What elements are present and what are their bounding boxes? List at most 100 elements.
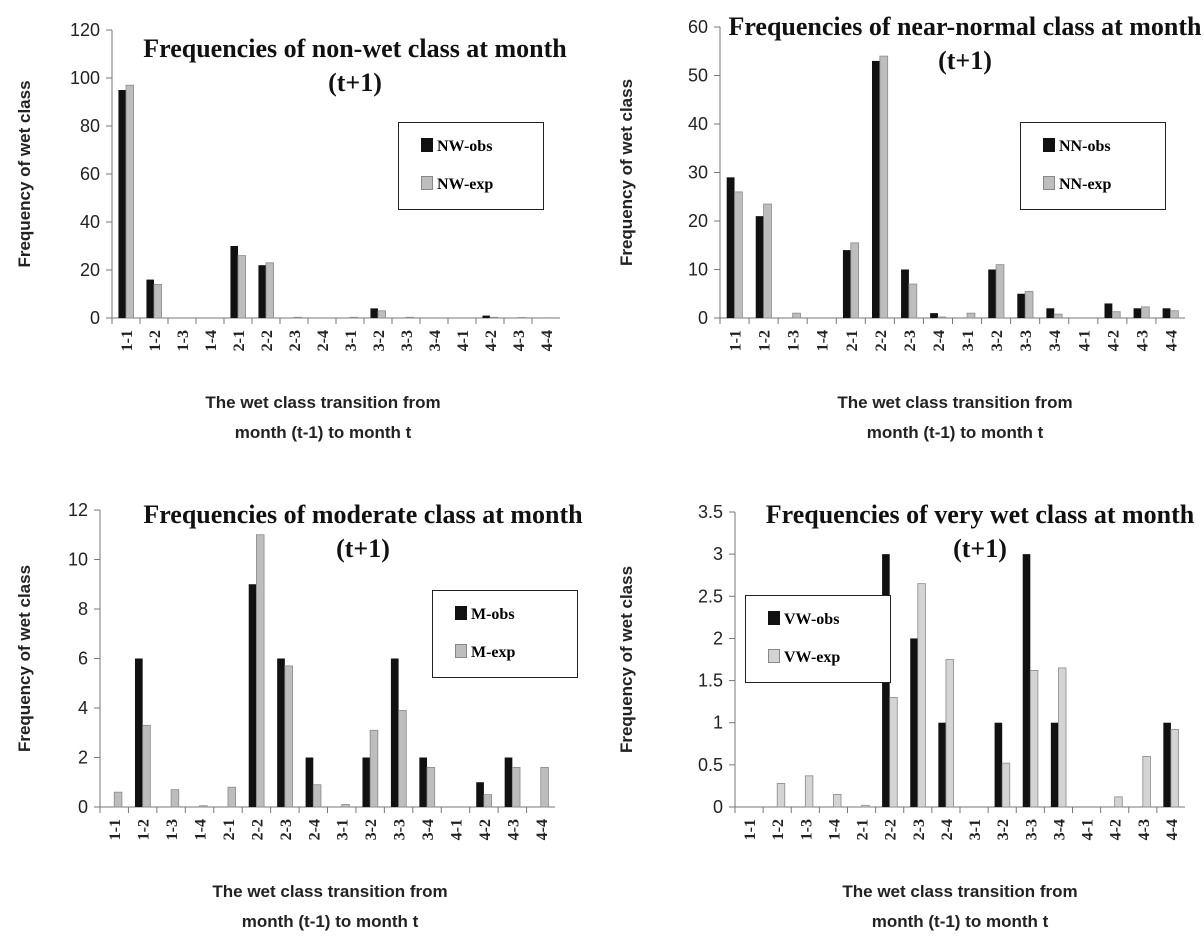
legend: VW-obs VW-exp <box>745 595 891 683</box>
legend-label: VW-exp <box>784 649 840 666</box>
bar <box>996 265 1004 318</box>
legend-label: VW-obs <box>784 611 839 628</box>
legend-label: M-exp <box>471 644 515 661</box>
legend-entry: NN-exp <box>1043 175 1111 195</box>
bar <box>1046 308 1054 318</box>
bar <box>1163 308 1171 318</box>
bar <box>118 90 126 318</box>
y-tick-label: 10 <box>688 260 708 280</box>
bar <box>505 758 513 808</box>
bar <box>370 308 378 318</box>
bar <box>909 284 917 318</box>
bar <box>995 723 1003 807</box>
x-tick-label: 2-1 <box>221 819 238 840</box>
y-tick-label: 60 <box>688 17 708 37</box>
bar <box>1030 670 1038 807</box>
x-tick-label: 3-4 <box>1047 330 1064 351</box>
bar <box>890 697 898 807</box>
bar <box>938 723 946 807</box>
legend-swatch <box>768 649 780 663</box>
bar <box>1002 763 1010 807</box>
x-tick-label: 2-4 <box>939 819 956 840</box>
bar <box>228 787 236 807</box>
legend-entry: NN-obs <box>1043 137 1111 157</box>
bar <box>988 270 996 319</box>
bar <box>306 758 314 808</box>
y-tick-label: 0 <box>698 308 708 328</box>
y-axis-label: Frequency of wet class <box>15 80 34 267</box>
x-tick-label: 4-2 <box>477 819 494 840</box>
x-tick-label: 4-1 <box>455 330 472 351</box>
x-tick-label: 1-4 <box>826 819 843 840</box>
bar <box>256 535 264 807</box>
x-tick-label: 4-2 <box>1105 330 1122 351</box>
bar <box>967 313 975 318</box>
bar <box>918 584 926 807</box>
x-tick-label: 1-4 <box>193 819 210 840</box>
legend-swatch <box>1043 176 1055 190</box>
x-tick-label: 2-4 <box>306 819 323 840</box>
bar <box>146 280 154 318</box>
x-axis-label: The wet class transition from month (t-1… <box>815 388 1095 448</box>
x-tick-label: 2-3 <box>278 819 295 840</box>
legend: NN-obs NN-exp <box>1020 122 1166 210</box>
x-tick-label: 3-1 <box>960 330 977 351</box>
bar <box>930 313 938 318</box>
bar <box>143 725 151 807</box>
bar <box>1143 756 1151 807</box>
x-tick-label: 1-2 <box>770 819 787 840</box>
bar <box>851 243 859 318</box>
bar <box>476 782 484 807</box>
y-tick-label: 50 <box>688 66 708 86</box>
x-tick-label: 3-4 <box>1051 819 1068 840</box>
bar <box>350 317 358 318</box>
legend-label: M-obs <box>471 606 515 623</box>
legend-swatch <box>455 606 467 620</box>
bar <box>1170 311 1178 318</box>
x-tick-label: 1-3 <box>798 819 815 840</box>
x-tick-label: 2-1 <box>844 330 861 351</box>
x-tick-label: 4-2 <box>483 330 500 351</box>
bar <box>258 265 266 318</box>
x-tick-label: 2-3 <box>911 819 928 840</box>
bar <box>1112 312 1120 318</box>
x-tick-label: 1-1 <box>728 330 745 351</box>
bar <box>1017 294 1025 318</box>
x-tick-label: 2-4 <box>315 330 332 351</box>
chart-title: Frequencies of near-normal class at mont… <box>720 10 1204 78</box>
y-tick-label: 40 <box>80 212 100 232</box>
x-tick-label: 4-4 <box>1163 330 1180 351</box>
bar <box>154 284 162 318</box>
legend-entry: M-obs <box>455 605 515 625</box>
y-tick-label: 6 <box>78 649 88 669</box>
bar <box>378 311 386 318</box>
y-axis-label: Frequency of wet class <box>617 79 636 266</box>
x-tick-label: 1-2 <box>147 330 164 351</box>
x-tick-label: 3-1 <box>967 819 984 840</box>
x-tick-label: 2-2 <box>883 819 900 840</box>
x-tick-label: 3-3 <box>1023 819 1040 840</box>
bar <box>880 56 888 318</box>
x-tick-label: 3-2 <box>989 330 1006 351</box>
x-tick-label: 1-3 <box>175 330 192 351</box>
legend-swatch <box>1043 138 1055 152</box>
bar <box>238 256 246 318</box>
x-tick-label: 3-4 <box>427 330 444 351</box>
bar <box>1025 291 1033 318</box>
x-tick-label: 3-4 <box>420 819 437 840</box>
bar <box>406 317 414 318</box>
x-tick-label: 2-4 <box>931 330 948 351</box>
legend-entry: M-exp <box>455 643 515 663</box>
bar <box>427 767 435 807</box>
y-axis-label: Frequency of wet class <box>617 566 636 753</box>
bar <box>135 659 143 808</box>
y-tick-label: 20 <box>80 260 100 280</box>
x-tick-label: 2-1 <box>855 819 872 840</box>
x-tick-label: 4-1 <box>1076 330 1093 351</box>
bar <box>171 790 179 807</box>
x-axis-label: The wet class transition from month (t-1… <box>190 877 470 937</box>
bar <box>1054 314 1062 318</box>
x-tick-label: 3-3 <box>1018 330 1035 351</box>
